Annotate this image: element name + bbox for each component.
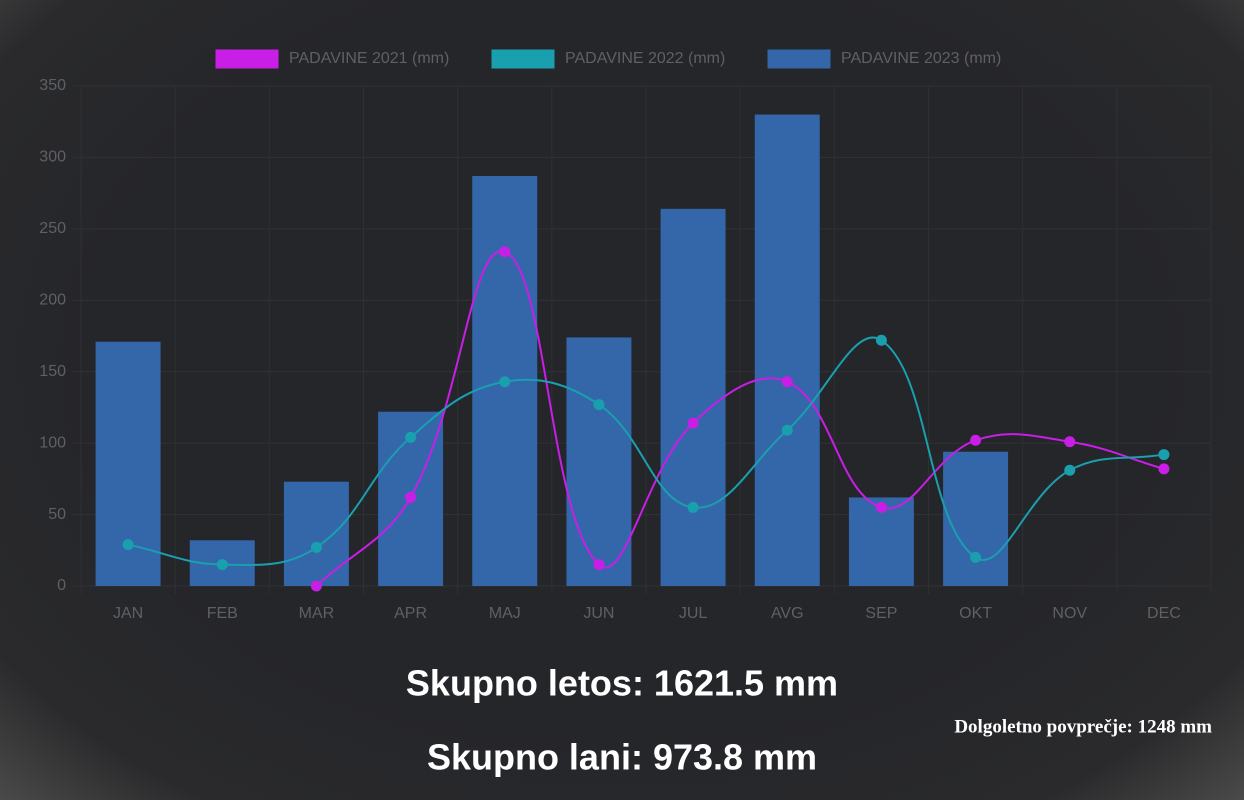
point <box>1064 464 1076 476</box>
point <box>970 551 982 563</box>
y-tick-label: 100 <box>39 434 66 451</box>
legend-label: PADAVINE 2023 (mm) <box>841 50 1001 67</box>
bar <box>283 481 349 586</box>
point <box>687 501 699 513</box>
point <box>499 246 511 258</box>
x-tick-label: MAJ <box>489 605 521 622</box>
point <box>593 399 605 411</box>
point <box>781 424 793 436</box>
bar <box>660 208 726 586</box>
x-tick-label: FEB <box>207 605 238 622</box>
total-this-year: Skupno letos: 1621.5 mm <box>406 663 838 704</box>
x-tick-label: JUN <box>583 605 614 622</box>
y-tick-label: 150 <box>39 363 66 380</box>
point <box>687 417 699 429</box>
bar <box>566 337 632 586</box>
point <box>593 559 605 571</box>
y-tick-label: 0 <box>57 577 66 594</box>
x-tick-label: JAN <box>113 605 143 622</box>
legend-label: PADAVINE 2022 (mm) <box>565 50 725 67</box>
legend-swatch <box>491 49 555 69</box>
y-tick-label: 300 <box>39 149 66 166</box>
x-tick-label: NOV <box>1052 605 1087 622</box>
point <box>1158 463 1170 475</box>
x-tick-label: APR <box>394 605 427 622</box>
point <box>1158 449 1170 461</box>
y-tick-label: 200 <box>39 292 66 309</box>
x-tick-label: SEP <box>865 605 897 622</box>
point <box>875 334 887 346</box>
point <box>875 501 887 513</box>
point <box>122 539 134 551</box>
point <box>310 541 322 553</box>
total-last-year: Skupno lani: 973.8 mm <box>427 737 817 778</box>
point <box>499 376 511 388</box>
x-tick-label: MAR <box>299 605 335 622</box>
point <box>970 434 982 446</box>
legend-swatch <box>215 49 279 69</box>
y-tick-label: 350 <box>39 77 66 94</box>
bar <box>943 451 1009 586</box>
point <box>310 580 322 592</box>
point <box>1064 436 1076 448</box>
legend-swatch <box>767 49 831 69</box>
long-term-average: Dolgoletno povprečje: 1248 mm <box>954 716 1212 737</box>
y-tick-label: 50 <box>48 506 66 523</box>
x-tick-label: JUL <box>679 605 708 622</box>
x-tick-label: DEC <box>1147 605 1181 622</box>
point <box>781 376 793 388</box>
point <box>405 491 417 503</box>
bar <box>754 114 820 587</box>
x-tick-label: AVG <box>771 605 804 622</box>
point <box>216 559 228 571</box>
legend-label: PADAVINE 2021 (mm) <box>289 50 449 67</box>
x-tick-label: OKT <box>959 605 992 622</box>
y-tick-label: 250 <box>39 220 66 237</box>
point <box>405 431 417 443</box>
